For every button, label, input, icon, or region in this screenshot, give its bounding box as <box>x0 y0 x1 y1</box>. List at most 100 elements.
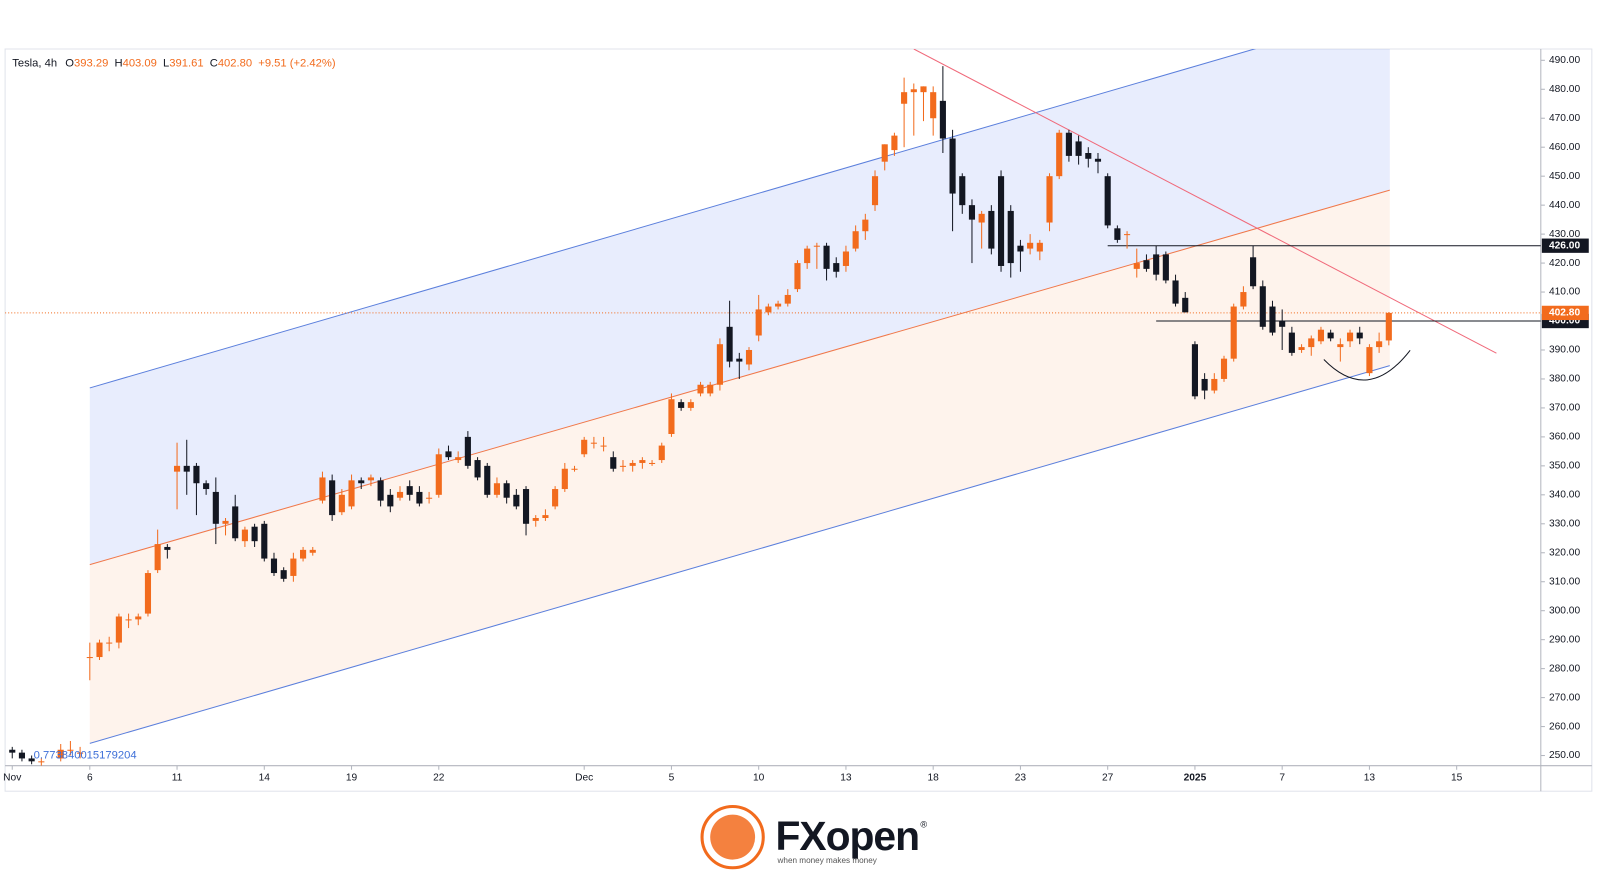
y-tick-label: 420.00 <box>1549 258 1580 269</box>
candle-body <box>823 245 830 269</box>
x-tick-label: 22 <box>433 773 445 784</box>
candle-body <box>988 210 995 249</box>
candle-body <box>1385 312 1392 341</box>
candle-body <box>716 344 723 385</box>
logo: FXopen ® when money makes money <box>700 804 927 870</box>
trend-line <box>913 49 1497 354</box>
x-tick-label: 23 <box>1015 773 1027 784</box>
candle-body <box>619 465 627 467</box>
candle-body <box>1182 297 1189 313</box>
candle-body <box>329 480 336 516</box>
candle-body <box>1230 306 1237 359</box>
candle-body <box>96 642 103 658</box>
candle-body <box>503 483 510 498</box>
candle-body <box>920 86 927 93</box>
candle-body <box>377 480 384 501</box>
candle-body <box>193 465 200 484</box>
candle-body <box>115 616 122 643</box>
ohlc-key: O <box>65 57 74 69</box>
y-tick-label: 300.00 <box>1549 605 1580 616</box>
candle-body <box>561 468 568 490</box>
candle-body <box>57 749 64 759</box>
channel-lower-zone <box>89 190 1390 744</box>
y-tick-label: 430.00 <box>1549 229 1580 240</box>
candle-body <box>212 491 219 524</box>
candle-body <box>484 465 491 495</box>
ohlc-key: L <box>163 57 169 69</box>
candle-body <box>571 468 578 470</box>
candle-body <box>1269 306 1276 333</box>
candle-body <box>891 135 898 151</box>
candle-body <box>1191 344 1198 397</box>
x-tick-label: 19 <box>346 773 358 784</box>
candle-body <box>290 558 297 576</box>
candle-body <box>38 761 45 763</box>
candle-body <box>1094 158 1102 162</box>
price-tag <box>1541 238 1589 253</box>
candle-body <box>590 442 597 444</box>
candle-body <box>67 749 74 751</box>
axes: 250.00 260.00 270.00 280.00 290.00 300.00 310.… <box>3 55 1589 784</box>
y-tick-label: 290.00 <box>1549 634 1580 645</box>
candle-body <box>1259 286 1266 327</box>
candle-body <box>736 358 743 362</box>
candle-body <box>881 144 888 162</box>
candle-body <box>135 616 142 620</box>
candle-body <box>1201 378 1208 391</box>
ohlc-value: 393.29 <box>74 57 108 69</box>
candle-body <box>1327 332 1334 339</box>
candle-body <box>164 546 171 550</box>
candle-body <box>106 642 113 644</box>
candle-body <box>1007 210 1014 264</box>
candle-body <box>493 483 501 495</box>
candle-body <box>939 100 946 139</box>
candle-body <box>513 494 520 507</box>
candle-body <box>755 309 762 336</box>
candle-body <box>639 460 646 463</box>
candle-body <box>1027 242 1034 249</box>
candle-body <box>18 752 26 759</box>
candle-body <box>1056 132 1063 177</box>
candle-body <box>183 465 190 472</box>
candle-body <box>532 518 539 521</box>
y-tick-label: 490.00 <box>1549 55 1580 66</box>
candle-body <box>726 326 733 362</box>
candle-body <box>1153 254 1160 275</box>
candle-body <box>833 263 840 272</box>
y-tick-label: 270.00 <box>1549 692 1580 703</box>
candle-body <box>241 529 248 542</box>
candle-body <box>77 752 84 754</box>
candle-body <box>455 457 462 461</box>
candle-body <box>86 657 93 659</box>
x-tick-label: 2025 <box>1184 773 1207 784</box>
y-tick-label: 340.00 <box>1549 490 1580 501</box>
candle-body <box>435 454 442 495</box>
x-tick-label: 18 <box>928 773 940 784</box>
ohlc-value: 391.61 <box>169 57 203 69</box>
candle-body <box>1065 132 1072 156</box>
candle-body <box>678 402 685 408</box>
logo-ring <box>700 804 765 870</box>
brand-name: FXopen <box>776 813 919 859</box>
x-tick-label: 13 <box>840 773 852 784</box>
y-tick-label: 350.00 <box>1549 461 1580 472</box>
price-tag-label: 402.80 <box>1549 308 1580 319</box>
brand-tagline: when money makes money <box>777 856 878 865</box>
x-tick-label: 15 <box>1451 773 1463 784</box>
candle-body <box>154 544 161 571</box>
candle-body <box>775 303 782 307</box>
candle-body <box>251 526 258 542</box>
candle-body <box>949 138 956 194</box>
candle-body <box>901 92 908 104</box>
chart-frame <box>4 48 1593 792</box>
y-tick-label: 260.00 <box>1549 721 1580 732</box>
candle-body <box>813 245 820 247</box>
candle-body <box>930 92 937 119</box>
header: Tesla, 4h O393.29 H403.09 L391.61 C402.80 +9.… <box>12 57 336 69</box>
y-tick-label: 250.00 <box>1549 750 1580 761</box>
candle-body <box>474 460 481 478</box>
candle-body <box>1279 321 1286 327</box>
candle-body <box>338 494 345 513</box>
candle-body <box>1240 292 1247 307</box>
